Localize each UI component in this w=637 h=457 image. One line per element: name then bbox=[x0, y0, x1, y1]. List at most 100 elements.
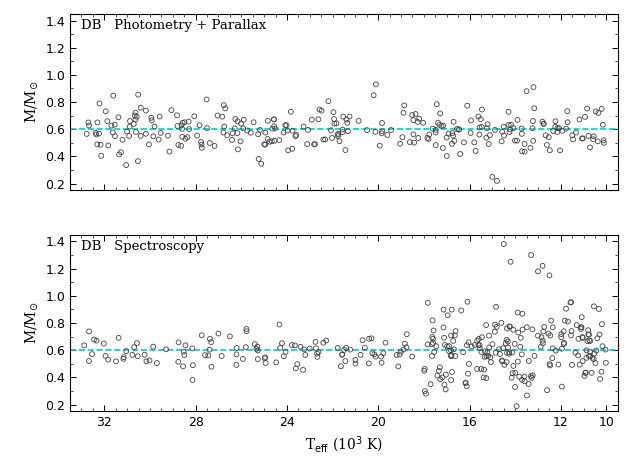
Point bbox=[399, 102, 410, 109]
Point bbox=[576, 324, 587, 331]
Point bbox=[528, 117, 538, 125]
Point bbox=[472, 365, 482, 372]
Point bbox=[566, 328, 576, 335]
Point bbox=[269, 137, 280, 144]
Point bbox=[556, 334, 566, 341]
Point bbox=[118, 355, 129, 362]
Point bbox=[395, 140, 405, 148]
Point bbox=[507, 349, 517, 356]
Point bbox=[92, 141, 103, 148]
Point bbox=[447, 130, 457, 137]
Point bbox=[587, 354, 598, 361]
Point bbox=[543, 330, 554, 337]
Point bbox=[503, 108, 513, 116]
Point bbox=[260, 355, 270, 362]
Point bbox=[375, 142, 385, 149]
Point bbox=[444, 348, 454, 355]
Point bbox=[436, 122, 447, 130]
Point bbox=[490, 328, 500, 335]
Point bbox=[508, 124, 519, 132]
Point bbox=[230, 125, 240, 132]
Point bbox=[517, 326, 527, 333]
Point bbox=[438, 324, 448, 331]
Point bbox=[490, 321, 500, 328]
Point bbox=[483, 352, 493, 360]
Point bbox=[326, 127, 336, 134]
Point bbox=[589, 356, 599, 363]
Point bbox=[560, 317, 570, 324]
Point bbox=[200, 351, 210, 359]
Point bbox=[601, 346, 611, 353]
Point bbox=[584, 352, 594, 360]
Point bbox=[218, 129, 229, 136]
Point bbox=[402, 330, 412, 338]
Point bbox=[103, 142, 113, 149]
Point bbox=[178, 348, 189, 355]
Point bbox=[441, 386, 451, 393]
Point bbox=[499, 361, 510, 368]
Point bbox=[437, 374, 447, 381]
Point bbox=[246, 129, 256, 136]
Point bbox=[519, 140, 529, 148]
Point bbox=[96, 152, 106, 159]
Point bbox=[89, 336, 99, 343]
Point bbox=[585, 144, 595, 151]
Point bbox=[592, 335, 603, 342]
Point bbox=[253, 347, 263, 354]
Point bbox=[589, 133, 599, 140]
Point bbox=[205, 335, 215, 343]
Point bbox=[177, 125, 187, 133]
Point bbox=[557, 127, 568, 134]
Point bbox=[206, 363, 217, 370]
Point bbox=[544, 272, 554, 279]
Point bbox=[502, 349, 512, 356]
Point bbox=[556, 330, 566, 338]
Point bbox=[481, 374, 491, 382]
Point bbox=[464, 339, 474, 346]
Point bbox=[596, 368, 606, 376]
Point bbox=[476, 123, 487, 131]
Point bbox=[538, 262, 548, 270]
Point bbox=[290, 133, 301, 140]
Point bbox=[132, 158, 143, 165]
Point bbox=[441, 371, 451, 378]
Point bbox=[364, 335, 374, 342]
Point bbox=[233, 146, 243, 153]
Point bbox=[538, 328, 548, 335]
Point bbox=[369, 91, 379, 99]
Point bbox=[421, 390, 431, 397]
Point bbox=[443, 312, 453, 319]
Point bbox=[588, 136, 598, 143]
Point bbox=[459, 139, 469, 146]
Point bbox=[448, 132, 458, 139]
Point bbox=[177, 133, 187, 140]
Point bbox=[561, 305, 571, 313]
Point bbox=[241, 325, 252, 333]
Point bbox=[475, 131, 485, 138]
Point bbox=[515, 343, 526, 351]
Point bbox=[512, 403, 522, 410]
Point bbox=[576, 314, 587, 321]
Point bbox=[150, 123, 160, 130]
Point bbox=[148, 343, 158, 351]
Point bbox=[510, 340, 520, 347]
Point bbox=[299, 346, 309, 353]
Point bbox=[527, 326, 538, 333]
Point bbox=[568, 136, 578, 143]
Point bbox=[438, 306, 448, 313]
Point bbox=[279, 353, 289, 360]
Point bbox=[585, 348, 595, 356]
Point bbox=[227, 136, 237, 143]
Point bbox=[217, 113, 227, 120]
Point bbox=[463, 370, 473, 377]
Point bbox=[204, 346, 215, 353]
Point bbox=[541, 132, 551, 139]
Point bbox=[87, 351, 97, 358]
Point bbox=[585, 337, 596, 345]
Point bbox=[262, 117, 273, 124]
Point bbox=[431, 126, 441, 133]
Point bbox=[576, 325, 586, 333]
Point bbox=[176, 122, 187, 129]
Point bbox=[578, 357, 588, 365]
Point bbox=[362, 127, 372, 134]
